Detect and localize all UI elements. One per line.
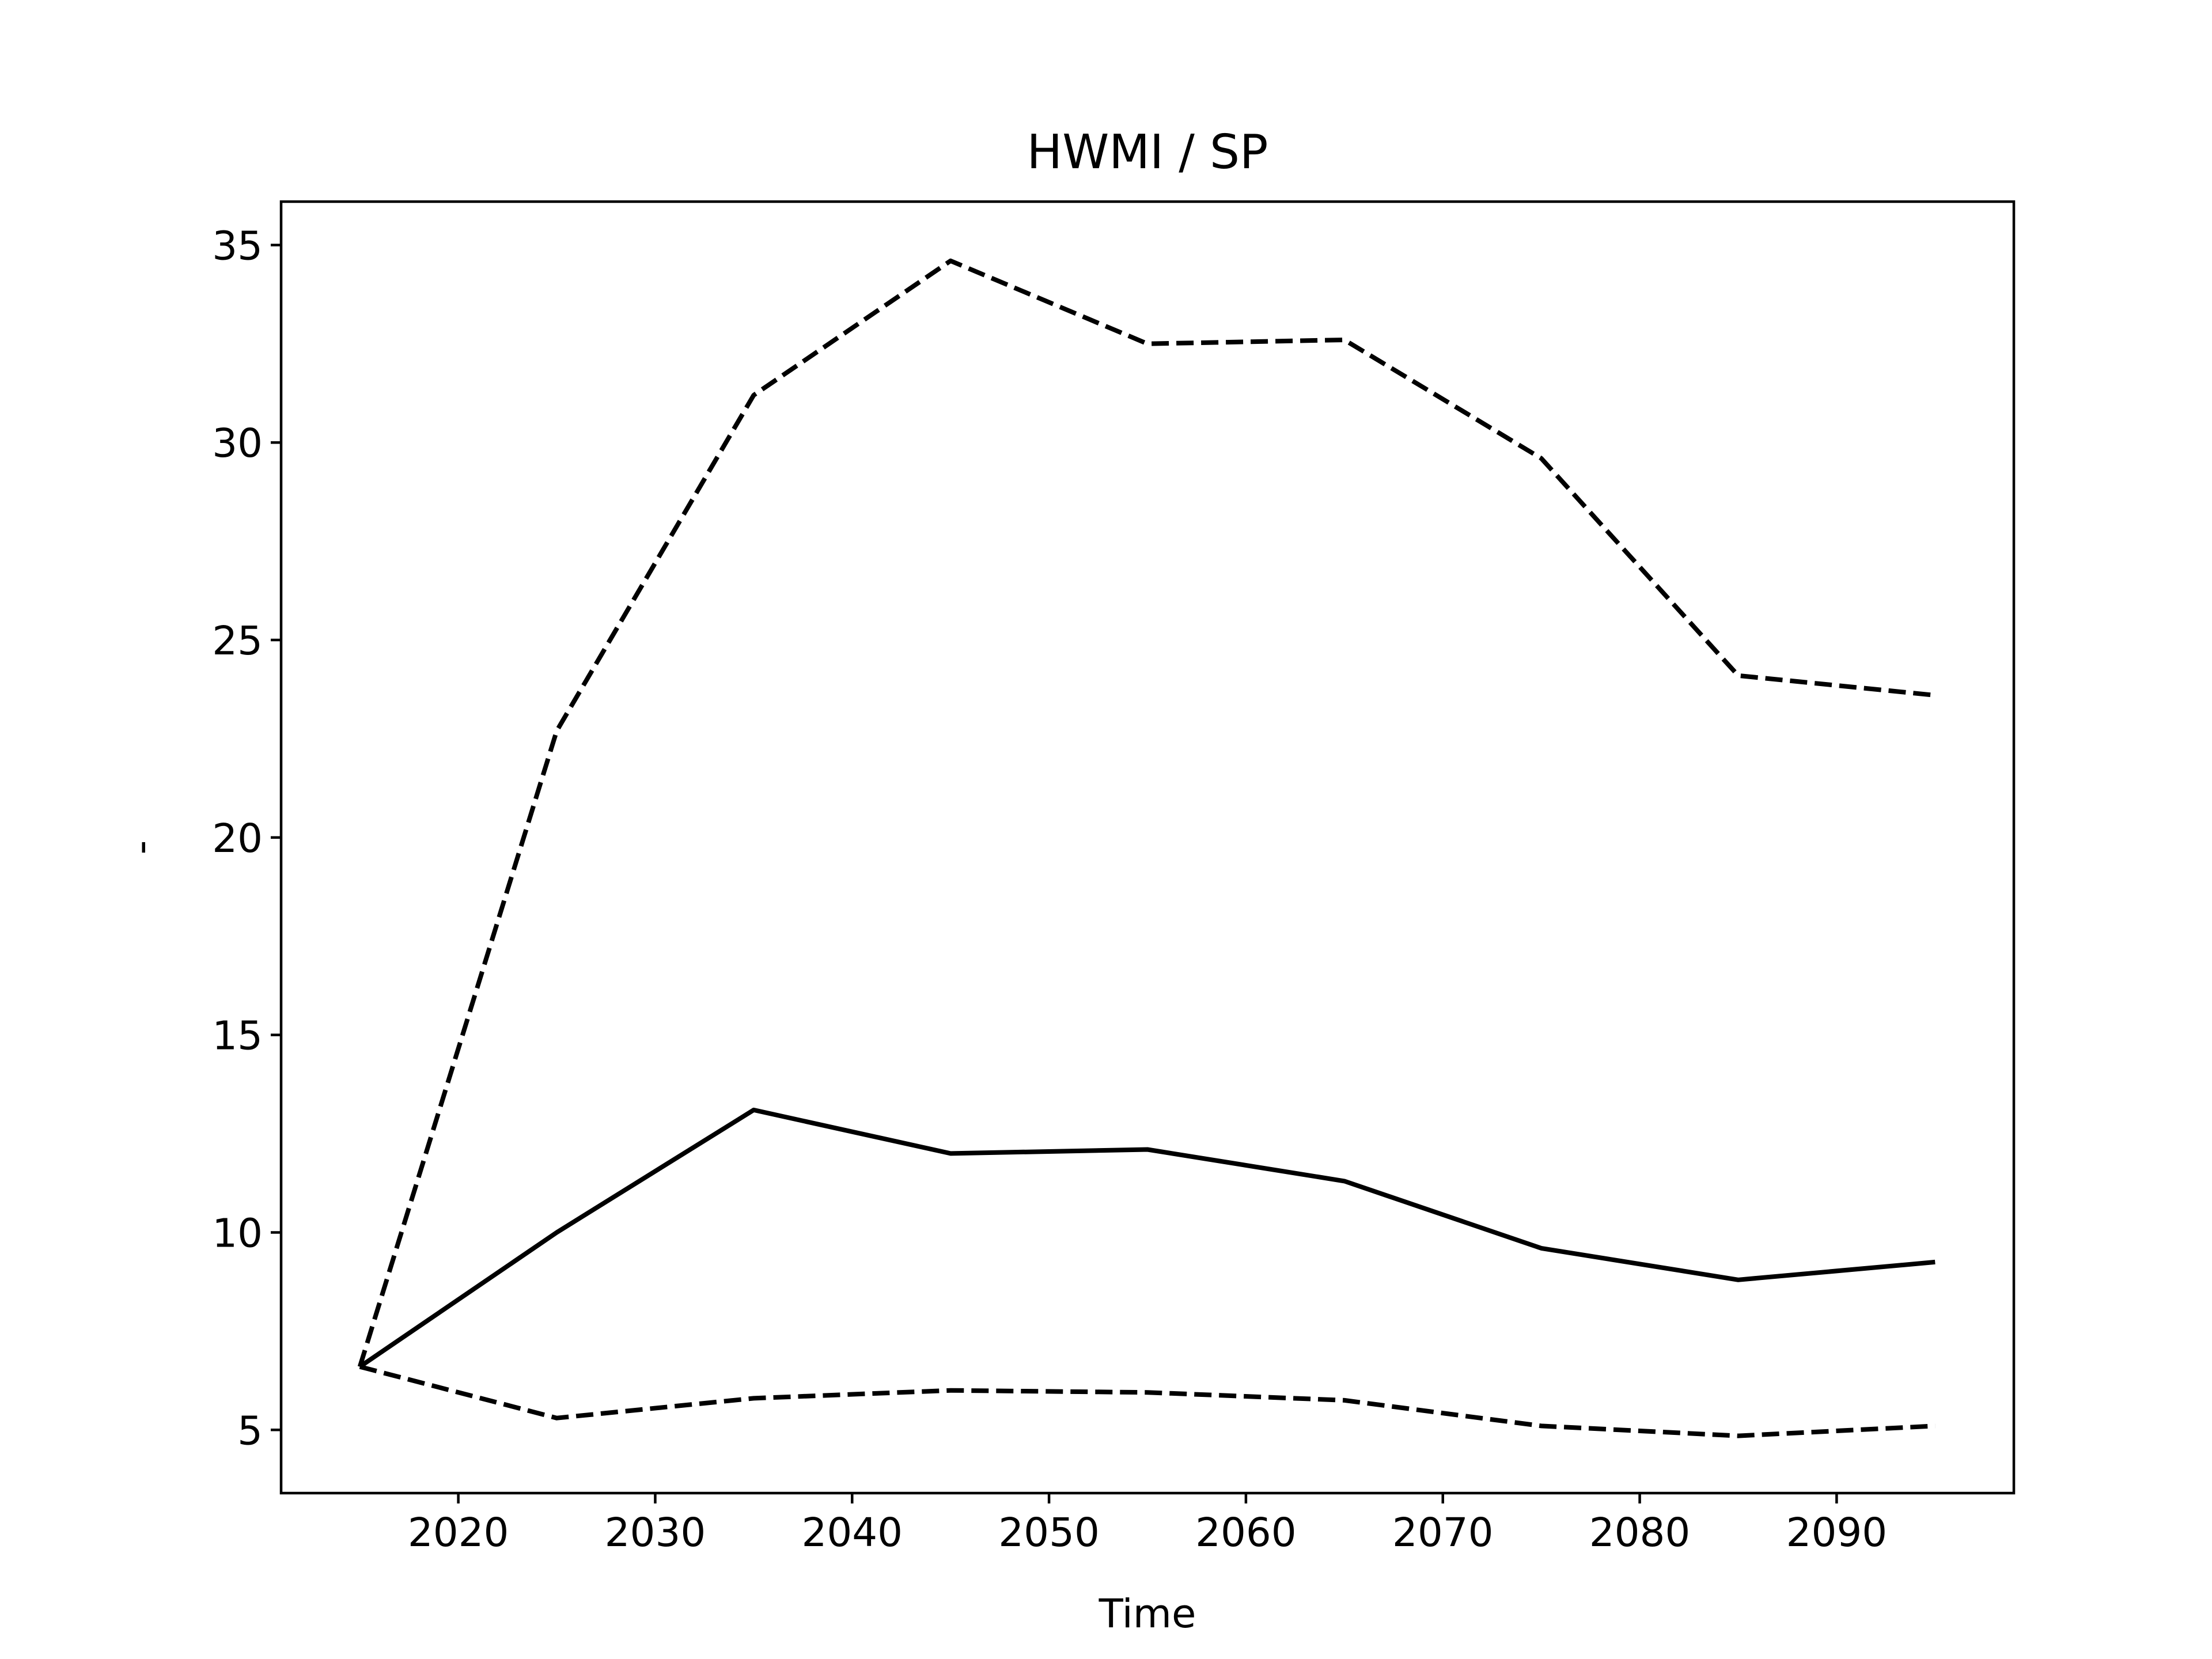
plot-frame — [279, 200, 2016, 1495]
series-layer — [357, 258, 1936, 1438]
y-tick-label-10: 10 — [212, 1210, 263, 1256]
x-tick-label-2050: 2050 — [998, 1510, 1100, 1556]
y-tick-label-30: 30 — [212, 421, 263, 467]
x-tick-label-2060: 2060 — [1195, 1510, 1297, 1556]
x-tick-label-2040: 2040 — [801, 1510, 903, 1556]
y-tick-label-5: 5 — [237, 1408, 263, 1454]
x-tick-label-2020: 2020 — [408, 1510, 509, 1556]
y-axis: 5 10 15 20 25 30 35 — [212, 223, 281, 1454]
y-axis-label: - — [118, 840, 164, 855]
chart-title: HWMI / SP — [1027, 125, 1268, 180]
x-tick-label-2080: 2080 — [1589, 1510, 1691, 1556]
y-tick-label-25: 25 — [212, 618, 263, 664]
x-tick-label-2090: 2090 — [1786, 1510, 1888, 1556]
x-tick-label-2070: 2070 — [1392, 1510, 1494, 1556]
series-line-1 — [359, 1364, 1936, 1438]
x-tick-label-2030: 2030 — [605, 1510, 706, 1556]
x-axis-label: Time — [1099, 1591, 1196, 1637]
y-tick-label-20: 20 — [212, 816, 263, 862]
series-line-2 — [358, 1107, 1936, 1369]
series-line-3 — [357, 258, 1936, 1368]
y-tick-label-15: 15 — [212, 1013, 263, 1059]
y-tick-label-35: 35 — [212, 223, 263, 269]
x-axis: 2020 2030 2040 2050 2060 2070 2080 2090 — [408, 1493, 1887, 1556]
